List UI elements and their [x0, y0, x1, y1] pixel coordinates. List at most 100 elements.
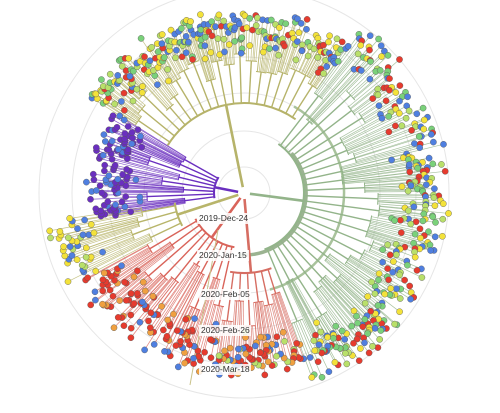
tip-node[interactable] [65, 279, 71, 285]
tip-node[interactable] [170, 311, 176, 317]
tip-node[interactable] [69, 252, 75, 258]
tip-node[interactable] [360, 324, 366, 330]
tip-node[interactable] [440, 141, 446, 147]
tip-node[interactable] [378, 43, 384, 49]
tip-node[interactable] [178, 25, 184, 31]
tip-node[interactable] [98, 77, 104, 83]
tip-node[interactable] [159, 31, 165, 37]
tip-node[interactable] [190, 355, 196, 361]
tip-node[interactable] [362, 316, 368, 322]
tip-node[interactable] [121, 107, 127, 113]
tip-node[interactable] [160, 327, 166, 333]
tip-node[interactable] [61, 244, 67, 250]
tip-node[interactable] [414, 267, 420, 273]
tip-node[interactable] [253, 22, 259, 28]
tip-node[interactable] [101, 132, 107, 138]
tip-node[interactable] [276, 52, 282, 58]
tip-node[interactable] [273, 45, 279, 51]
tip-node[interactable] [161, 54, 167, 60]
tip-node[interactable] [315, 359, 321, 365]
tip-node[interactable] [372, 291, 378, 297]
tip-node[interactable] [128, 335, 134, 341]
tip-node[interactable] [147, 325, 153, 331]
tip-node[interactable] [366, 350, 372, 356]
tip-node[interactable] [118, 263, 124, 269]
tip-node[interactable] [333, 323, 339, 329]
tip-node[interactable] [265, 359, 271, 365]
tip-node[interactable] [120, 172, 126, 178]
tip-node[interactable] [247, 43, 253, 49]
tip-node[interactable] [303, 26, 309, 32]
tip-node[interactable] [173, 343, 179, 349]
tip-node[interactable] [386, 76, 392, 82]
tip-node[interactable] [283, 21, 289, 27]
tip-node[interactable] [112, 202, 118, 208]
tip-node[interactable] [432, 234, 438, 240]
tip-node[interactable] [311, 46, 317, 52]
tip-node[interactable] [115, 72, 121, 78]
tip-node[interactable] [417, 235, 423, 241]
tip-node[interactable] [299, 48, 305, 54]
tip-node[interactable] [397, 309, 403, 315]
tip-node[interactable] [114, 124, 120, 130]
tip-node[interactable] [420, 218, 426, 224]
tip-node[interactable] [85, 275, 91, 281]
tip-node[interactable] [344, 361, 350, 367]
tip-node[interactable] [74, 226, 80, 232]
tip-node[interactable] [151, 341, 157, 347]
tip-node[interactable] [138, 35, 144, 41]
tip-node[interactable] [221, 348, 227, 354]
tip-node[interactable] [361, 340, 367, 346]
tip-node[interactable] [419, 274, 425, 280]
tip-node[interactable] [112, 101, 118, 107]
tip-node[interactable] [183, 316, 189, 322]
tip-node[interactable] [430, 139, 436, 145]
tip-node[interactable] [185, 39, 191, 45]
tip-node[interactable] [111, 325, 117, 331]
tip-node[interactable] [407, 169, 413, 175]
tip-node[interactable] [304, 16, 310, 22]
tip-node[interactable] [305, 53, 311, 59]
tip-node[interactable] [212, 24, 218, 30]
tip-node[interactable] [440, 216, 446, 222]
tip-node[interactable] [309, 374, 315, 380]
tip-node[interactable] [221, 49, 227, 55]
tip-node[interactable] [294, 340, 300, 346]
tip-node[interactable] [349, 323, 355, 329]
tip-node[interactable] [417, 226, 423, 232]
tip-node[interactable] [376, 103, 382, 109]
tip-node[interactable] [392, 217, 398, 223]
tip-node[interactable] [326, 369, 332, 375]
tip-node[interactable] [122, 130, 128, 136]
tip-node[interactable] [79, 262, 85, 268]
tip-node[interactable] [159, 41, 165, 47]
tip-node[interactable] [216, 353, 222, 359]
tip-node[interactable] [227, 345, 233, 351]
tip-node[interactable] [133, 177, 139, 183]
tip-node[interactable] [257, 350, 263, 356]
tip-node[interactable] [125, 123, 131, 129]
tip-node[interactable] [426, 155, 432, 161]
tip-node[interactable] [345, 43, 351, 49]
tip-node[interactable] [415, 165, 421, 171]
tip-node[interactable] [380, 259, 386, 265]
tip-node[interactable] [182, 360, 188, 366]
tip-node[interactable] [362, 300, 368, 306]
tip-node[interactable] [117, 298, 123, 304]
tip-node[interactable] [142, 347, 148, 353]
tip-node[interactable] [339, 39, 345, 45]
tip-node[interactable] [149, 44, 155, 50]
tip-node[interactable] [197, 12, 203, 18]
tip-node[interactable] [378, 53, 384, 59]
tip-node[interactable] [365, 293, 371, 299]
tip-node[interactable] [321, 70, 327, 76]
tip-node[interactable] [154, 82, 160, 88]
tip-node[interactable] [274, 334, 280, 340]
tip-node[interactable] [405, 208, 411, 214]
tip-node[interactable] [327, 33, 333, 39]
tip-node[interactable] [393, 286, 399, 292]
tip-node[interactable] [112, 162, 118, 168]
tip-node[interactable] [350, 340, 356, 346]
tip-node[interactable] [385, 52, 391, 58]
tip-node[interactable] [390, 269, 396, 275]
